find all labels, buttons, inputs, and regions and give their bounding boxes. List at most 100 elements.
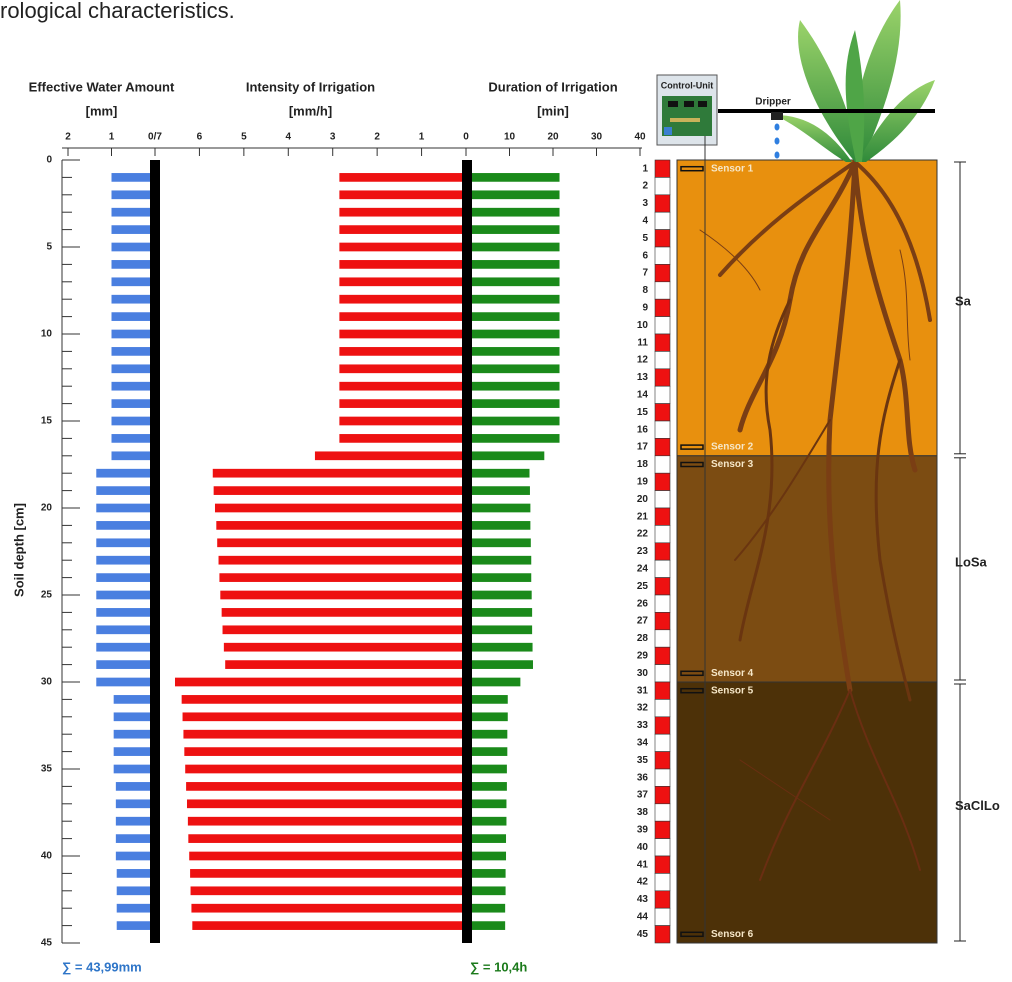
bar — [112, 295, 156, 304]
cell-number: 40 — [637, 842, 649, 853]
sensor-label: Sensor 5 — [711, 685, 754, 696]
cell-number: 9 — [642, 303, 648, 314]
sensor-cell — [655, 421, 670, 438]
sensor-cell — [655, 508, 670, 525]
bar — [466, 678, 520, 687]
bar — [114, 730, 155, 739]
bar — [112, 243, 156, 252]
bar — [219, 556, 466, 565]
bar — [114, 695, 155, 704]
cell-number: 7 — [642, 268, 648, 279]
sensor-cell — [655, 630, 670, 647]
bar — [466, 330, 560, 339]
cell-number: 35 — [637, 755, 649, 766]
bar — [466, 521, 530, 530]
bar — [339, 434, 466, 443]
cell-number: 26 — [637, 598, 649, 609]
x-tick-label: 0 — [463, 132, 469, 143]
bar — [315, 451, 466, 460]
bar — [466, 504, 530, 513]
bar — [96, 556, 155, 565]
cell-number: 29 — [637, 651, 649, 662]
bar — [96, 521, 155, 530]
cell-number: 21 — [637, 511, 649, 522]
bar — [112, 382, 156, 391]
sensor-cell — [655, 351, 670, 368]
cell-number: 6 — [642, 250, 648, 261]
bar — [466, 382, 560, 391]
bar — [190, 869, 466, 878]
x-tick-label: 2 — [65, 132, 71, 143]
cell-number: 13 — [637, 372, 649, 383]
chart-title: Duration of Irrigation — [488, 79, 617, 94]
bar — [192, 921, 466, 930]
sensor-cell — [655, 699, 670, 716]
axis-unit: [mm/h] — [289, 103, 332, 118]
sensor-cell — [655, 282, 670, 299]
sensor-cell — [655, 404, 670, 421]
bar — [466, 765, 507, 774]
bar — [339, 330, 466, 339]
bar — [339, 382, 466, 391]
bar — [96, 486, 155, 495]
bar — [466, 417, 560, 426]
y-tick-label: 10 — [41, 329, 53, 340]
cell-number: 41 — [637, 859, 649, 870]
bar — [339, 260, 466, 269]
sensor-cell — [655, 334, 670, 351]
sensor-cell — [655, 786, 670, 803]
bar — [182, 695, 466, 704]
bar — [466, 347, 560, 356]
cell-number: 38 — [637, 807, 649, 818]
bar — [339, 277, 466, 286]
bar — [213, 469, 466, 478]
bar — [112, 225, 156, 234]
x-tick-label: 30 — [591, 132, 603, 143]
bar — [466, 730, 507, 739]
axis-unit: [mm] — [86, 103, 118, 118]
bar — [216, 521, 466, 530]
chart-title: Effective Water Amount — [29, 79, 175, 94]
sensor-label: Sensor 3 — [711, 459, 754, 470]
cell-number: 11 — [637, 337, 648, 348]
y-tick-label: 20 — [41, 503, 53, 514]
bar — [466, 173, 560, 182]
cell-number: 5 — [642, 233, 648, 244]
sensor-cell — [655, 369, 670, 386]
bar — [466, 243, 560, 252]
bar — [339, 190, 466, 199]
bar — [224, 643, 466, 652]
bar — [112, 451, 156, 460]
sensor-cell — [655, 734, 670, 751]
bar — [96, 538, 155, 547]
sensor-cell — [655, 230, 670, 247]
sensor-cell — [655, 856, 670, 873]
bar — [225, 660, 466, 669]
bar — [466, 208, 560, 217]
cell-number: 23 — [637, 546, 649, 557]
x-tick-label: 20 — [547, 132, 559, 143]
bar — [466, 556, 531, 565]
sensor-cell — [655, 491, 670, 508]
bar — [217, 538, 466, 547]
sum-label: ∑ = 10,4h — [470, 959, 527, 974]
soil-layer — [677, 682, 937, 943]
soil-profile: SaLoSaSaClLo1234567891011121314151617181… — [637, 160, 1000, 943]
layer-label: SaClLo — [955, 798, 1000, 813]
bar — [219, 573, 466, 582]
y-tick-label: 0 — [46, 155, 52, 166]
x-tick-label: 4 — [286, 132, 292, 143]
bar — [466, 643, 533, 652]
bar — [191, 904, 466, 913]
y-tick-label: 30 — [41, 677, 53, 688]
bar — [215, 504, 466, 513]
bar — [96, 469, 155, 478]
y-tick-label: 15 — [41, 416, 53, 427]
sensor-cell — [655, 543, 670, 560]
bar — [96, 660, 155, 669]
sensor-cell — [655, 456, 670, 473]
bar — [116, 834, 155, 843]
cell-number: 10 — [637, 320, 649, 331]
sensor-cell — [655, 647, 670, 664]
sensor-cell — [655, 212, 670, 229]
